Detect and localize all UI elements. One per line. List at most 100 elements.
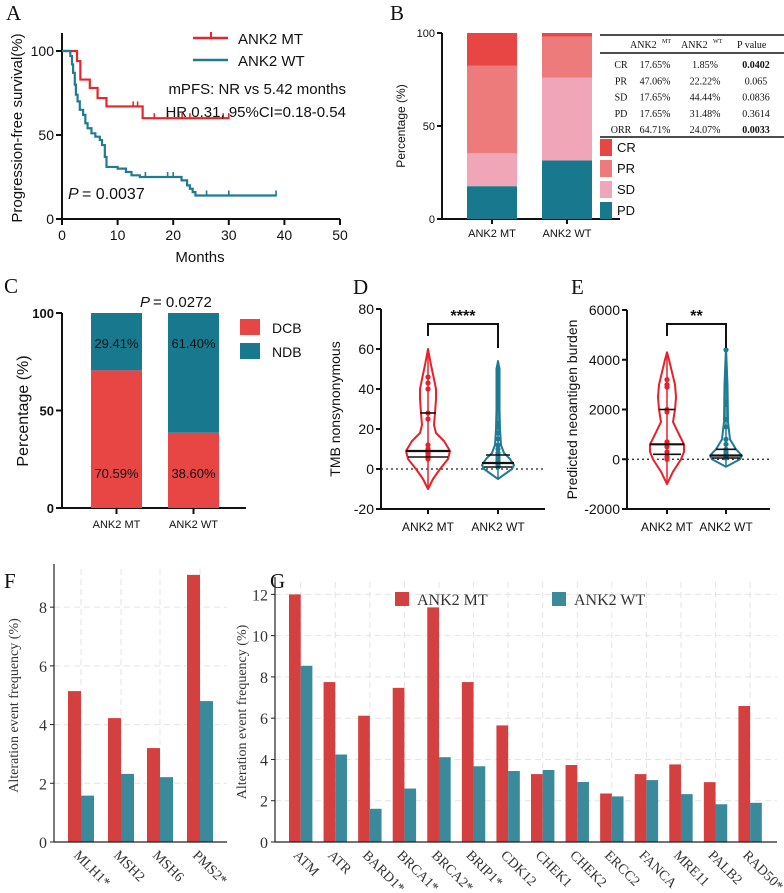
a-km-curve-wt — [62, 49, 277, 197]
f-bar-wt — [81, 795, 94, 842]
c-bar-label-ndb: 61.40% — [171, 336, 216, 351]
d-significance-stars: **** — [451, 308, 477, 325]
b-x-tick-label: ANK2 WT — [543, 228, 592, 240]
c-legend-swatch-ndb — [240, 343, 260, 359]
b-bar-segment-sd — [542, 77, 592, 161]
a-p-value: = 0.0037 — [82, 186, 145, 203]
e-x-tick-label: ANK2 MT — [641, 520, 694, 534]
g-bar-wt — [335, 754, 347, 842]
e-significance-stars: ** — [690, 308, 703, 325]
panel-letter-f: F — [4, 569, 16, 593]
a-y-tick-label: 50 — [38, 127, 54, 143]
e-data-point — [664, 444, 670, 450]
b-legend-swatch-cr — [600, 139, 612, 156]
e-y-tick-label: 0 — [612, 451, 620, 467]
f-bar-mt — [187, 574, 200, 842]
a-km-curve-mt — [62, 49, 229, 120]
b-y-axis-label: Percentage (%) — [394, 84, 408, 167]
g-bar-mt — [289, 594, 301, 842]
b-table-header-wt-sup: WT — [713, 39, 723, 45]
b-table-cell-wt: 22.22% — [690, 76, 721, 87]
e-data-point — [664, 456, 670, 462]
g-x-tick-label: ERCC2 — [601, 848, 642, 889]
a-x-tick-label: 30 — [221, 227, 237, 243]
g-y-tick-label: 10 — [252, 629, 268, 646]
b-table-cell-wt: 24.07% — [690, 125, 721, 136]
e-y-tick-label: 2000 — [589, 402, 620, 418]
f-x-tick-label: MSH2 — [110, 848, 147, 885]
a-x-tick-label: 10 — [110, 227, 126, 243]
c-x-tick-label: ANK2 MT — [93, 519, 141, 531]
b-table-header-wt: ANK2 — [681, 40, 708, 51]
d-data-point — [495, 446, 501, 452]
b-legend-swatch-pd — [600, 202, 612, 219]
f-bar-mt — [108, 718, 121, 842]
g-legend-label: ANK2 MT — [417, 592, 488, 609]
b-bar-segment-pr — [542, 36, 592, 78]
e-data-point — [664, 449, 670, 455]
c-bar-segment-dcb — [91, 370, 142, 508]
a-legend-label: ANK2 WT — [238, 53, 305, 70]
e-data-point — [664, 377, 670, 383]
d-y-tick-label: 20 — [358, 421, 374, 437]
f-x-tick-label: MSH6 — [149, 848, 186, 885]
b-table-row-label: CR — [614, 60, 628, 71]
f-x-tick-label: PMS2* — [189, 848, 229, 888]
b-legend-swatch-pr — [600, 160, 612, 177]
c-p-label: P — [140, 294, 150, 311]
e-data-point — [723, 401, 729, 408]
c-bar-label-dcb: 38.60% — [171, 466, 216, 481]
g-bar-wt — [611, 796, 624, 842]
b-table-cell-p: 0.0033 — [742, 125, 770, 136]
f-y-tick-label: 2 — [39, 776, 47, 793]
d-y-axis-label: TMB nonsynonymous — [327, 341, 343, 476]
f-x-tick-label: MLH1* — [70, 848, 113, 891]
d-significance-bracket — [427, 323, 499, 348]
b-table-cell-mt: 47.06% — [640, 76, 671, 87]
g-bar-wt — [750, 802, 762, 842]
g-x-tick-label: CDK12 — [497, 848, 538, 889]
d-data-point — [425, 442, 431, 448]
e-y-axis-label: Predicted neoantigen burden — [564, 320, 580, 500]
c-legend-label: NDB — [272, 344, 302, 360]
b-table-cell-mt: 17.65% — [640, 109, 671, 120]
b-table-cell-wt: 44.44% — [690, 93, 721, 104]
c-x-tick-label: ANK2 WT — [169, 519, 218, 531]
g-bar-wt — [473, 766, 486, 842]
f-bar-wt — [200, 701, 213, 842]
a-x-tick-label: 20 — [165, 227, 181, 243]
b-table-header-mt-sup: MT — [662, 39, 671, 45]
g-bar-mt — [565, 765, 578, 842]
d-data-point — [425, 416, 431, 422]
g-x-tick-label: CHEK2 — [566, 848, 609, 891]
d-data-point — [425, 380, 431, 386]
panel-letter-d: D — [353, 275, 368, 299]
b-y-tick-label: 100 — [417, 28, 435, 40]
g-bar-wt — [404, 788, 417, 842]
b-table-header-p: P value — [737, 40, 767, 51]
e-data-point — [664, 409, 670, 415]
d-data-point — [495, 420, 501, 426]
g-bar-wt — [680, 794, 693, 842]
b-table-cell-mt: 17.65% — [640, 60, 671, 71]
e-data-point — [723, 441, 729, 447]
b-table-cell-p: 0.065 — [745, 76, 768, 87]
g-bar-mt — [461, 682, 474, 842]
g-bar-mt — [634, 774, 647, 842]
d-y-tick-label: -20 — [354, 501, 374, 517]
b-table-row-label: PR — [615, 76, 628, 87]
d-data-point — [495, 368, 501, 374]
e-data-point — [723, 424, 729, 430]
e-data-point — [723, 436, 729, 442]
g-y-tick-label: 6 — [260, 711, 268, 728]
g-bar-wt — [542, 769, 555, 842]
a-y-tick-label: 0 — [46, 211, 54, 227]
b-bar-segment-pd — [467, 186, 517, 219]
b-bar-segment-pd — [542, 160, 592, 219]
b-bar-segment-cr — [467, 32, 517, 66]
c-y-axis-label: Percentage (%) — [15, 355, 32, 466]
b-bar-segment-cr — [542, 33, 592, 37]
f-bar-mt — [147, 748, 160, 842]
e-significance-bracket — [666, 323, 727, 348]
b-table-cell-mt: 17.65% — [640, 93, 671, 104]
